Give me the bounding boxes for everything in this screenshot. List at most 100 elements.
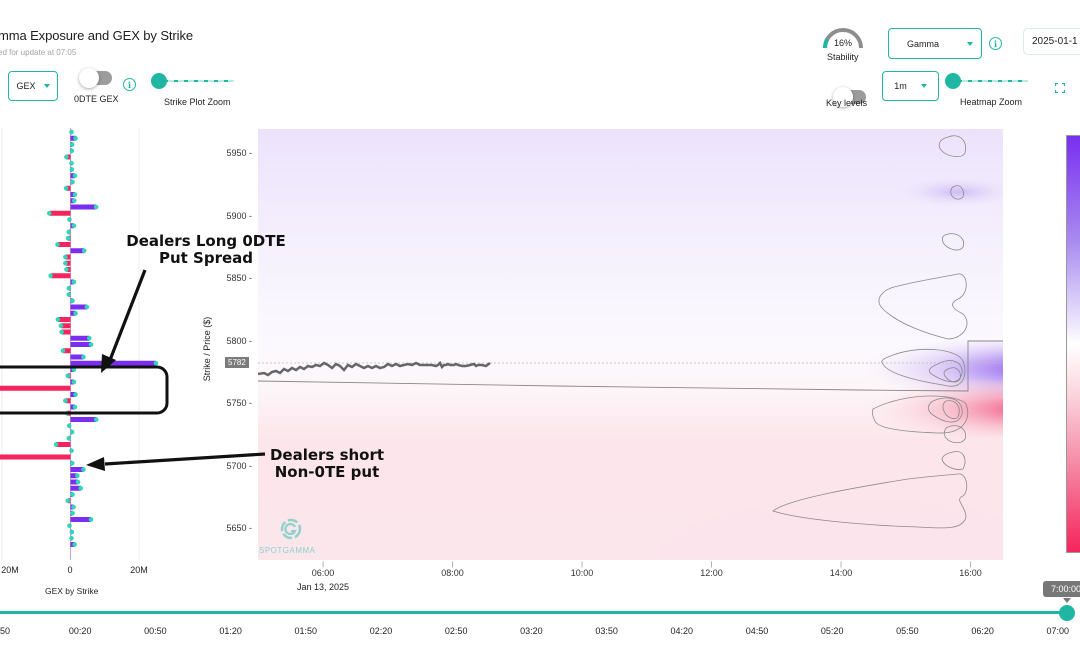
slider-track	[948, 80, 1028, 82]
gex-type-select[interactable]: GEX	[8, 71, 58, 101]
gex-dot	[81, 248, 87, 254]
heatmap-zoom-slider[interactable]	[945, 73, 1028, 89]
heatmap-xtick: | 08:00	[441, 562, 464, 578]
timeline-label: 05:20	[820, 626, 844, 636]
annotation-short-put-line2: Non-0TE put	[274, 463, 380, 481]
stability-value: 16%	[833, 38, 852, 48]
odte-gex-toggle[interactable]	[79, 68, 112, 88]
gex-dot	[70, 179, 75, 185]
gex-dot	[75, 473, 80, 479]
gex-dot	[53, 442, 59, 447]
gex-xtick-neg: 20M	[1, 565, 19, 575]
gex-dot	[87, 335, 92, 341]
interval-select[interactable]: 1m	[882, 71, 939, 101]
gex-dot	[69, 448, 74, 454]
gex-dot	[66, 229, 72, 235]
heatmap-zoom-label: Heatmap Zoom	[960, 97, 1023, 107]
gex-dot	[93, 417, 99, 422]
gex-dot	[63, 185, 69, 191]
gex-dot	[48, 273, 53, 279]
gamma-heatmap[interactable]: SPOTGAMMA	[258, 129, 1003, 560]
timeline-label: 00:50	[144, 626, 167, 636]
timeline-label: 01:50	[294, 626, 318, 636]
fullscreen-icon[interactable]	[1054, 80, 1066, 94]
gex-bar	[0, 454, 71, 460]
timeline-label: 04:20	[670, 626, 694, 636]
gex-dot	[59, 329, 64, 335]
gex-by-strike-chart	[0, 128, 190, 560]
gex-dot	[64, 154, 69, 160]
gex-bar	[70, 485, 81, 491]
toggle-knob	[833, 87, 853, 107]
gex-xtick-zero: 0	[67, 565, 73, 575]
greek-select[interactable]: Gamma	[888, 28, 982, 59]
gex-dot	[67, 217, 72, 222]
chevron-down-icon	[967, 41, 973, 46]
gex-dot	[46, 210, 52, 216]
heatmap-xtick: | 14:00	[829, 562, 853, 578]
gex-bar	[70, 517, 92, 522]
gex-dot	[71, 367, 77, 372]
current-price-tag: 5782	[225, 357, 249, 368]
heatmap-ytick: 5950 -	[226, 148, 252, 158]
gex-dot	[84, 304, 90, 310]
key-levels-toggle[interactable]	[833, 87, 866, 107]
timeline-label: 07:00	[1046, 626, 1070, 636]
gex-bar	[70, 204, 97, 210]
slider-thumb[interactable]	[151, 73, 167, 89]
heatmap-ytick: 5800 -	[226, 335, 252, 346]
slider-thumb[interactable]	[945, 73, 961, 89]
gex-bar	[70, 479, 79, 485]
gex-bar	[70, 417, 97, 422]
gex-dot	[66, 285, 72, 291]
heatmap-ytick: 5700 -	[226, 460, 252, 471]
heatmap-xtick: | 16:00	[959, 562, 982, 578]
interval-select-value: 1m	[894, 81, 907, 91]
gex-dot	[65, 235, 71, 241]
info-icon[interactable]: i	[123, 78, 136, 91]
gex-bar	[56, 442, 71, 447]
gex-dot	[72, 173, 78, 179]
gex-dot	[75, 479, 81, 485]
annotation-long-spread-line1: Dealers Long 0DTE	[126, 232, 286, 250]
gex-dot	[60, 348, 66, 354]
annotation-long-spread-line2: Put Spread	[158, 249, 254, 267]
gex-dot	[73, 392, 78, 397]
gex-dot	[71, 279, 77, 285]
gex-bar	[70, 335, 90, 341]
gex-dot	[71, 198, 77, 204]
greek-select-value: Gamma	[906, 38, 939, 49]
annotation-short-put: Dealers short Non-0TE put	[262, 447, 392, 481]
gex-dot	[63, 398, 68, 404]
gex-bar	[57, 242, 71, 247]
gex-dot	[69, 429, 75, 435]
gex-dot	[69, 460, 75, 466]
gex-dot	[88, 517, 94, 522]
gex-dot	[65, 498, 71, 504]
gex-dot	[69, 142, 75, 147]
gex-dot	[63, 260, 68, 266]
gex-bar	[70, 467, 84, 472]
gex-dot	[70, 298, 75, 304]
gex-dot	[63, 254, 68, 260]
strike-plot-zoom-slider[interactable]	[151, 73, 234, 89]
date-input[interactable]: 2025-01-1	[1023, 28, 1080, 55]
heatmap-ytick: 5650 -	[226, 523, 252, 533]
heatmap-ytick: 5850 -	[226, 273, 252, 283]
gex-dot	[66, 292, 72, 297]
odte-gex-label: 0DTE GEX	[74, 94, 119, 104]
gex-bar	[70, 473, 78, 479]
gex-dot	[88, 342, 94, 347]
key-levels-label: Key levels	[826, 98, 868, 108]
timeline-label: 04:50	[745, 626, 769, 636]
gex-bar	[62, 348, 71, 354]
update-status: ed for update at 07:05	[0, 48, 77, 57]
gex-bar	[70, 360, 156, 366]
info-icon[interactable]: i	[989, 37, 1002, 50]
timeline-track[interactable]	[0, 611, 1070, 614]
chevron-down-icon	[920, 84, 927, 88]
gex-dot	[93, 204, 99, 210]
timeline-thumb[interactable]	[1059, 605, 1075, 621]
annotation-long-spread: Dealers Long 0DTE Put Spread	[126, 233, 286, 267]
page-title: mma Exposure and GEX by Strike	[0, 28, 193, 43]
